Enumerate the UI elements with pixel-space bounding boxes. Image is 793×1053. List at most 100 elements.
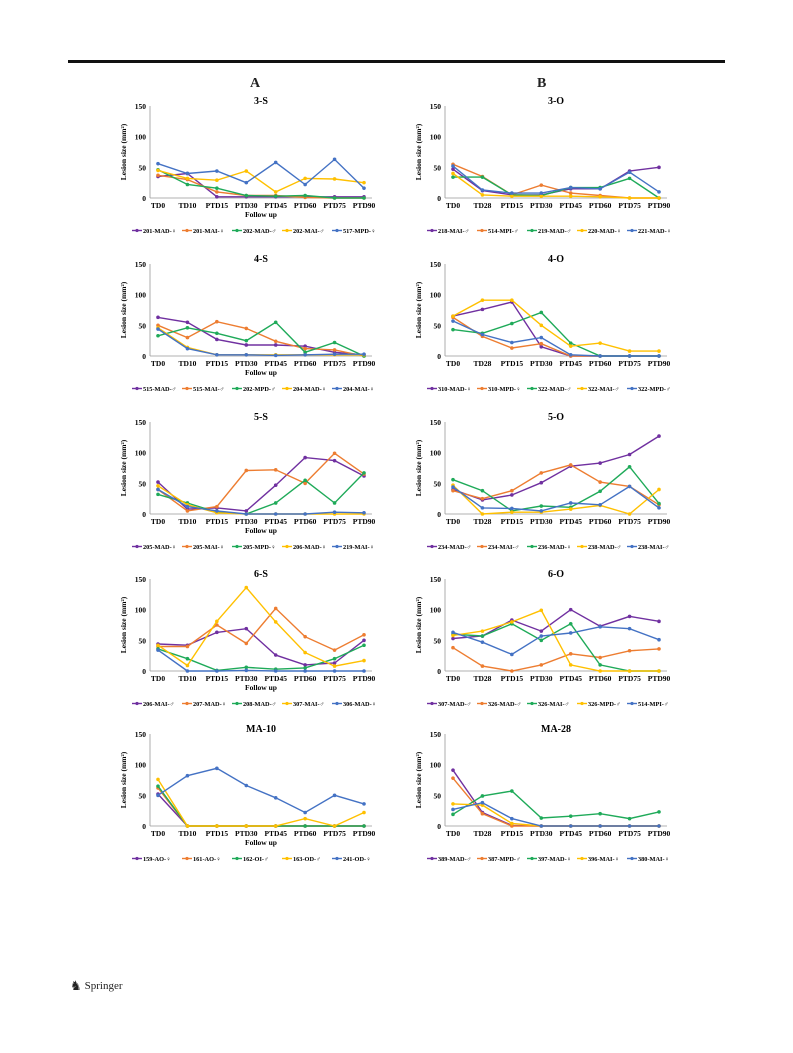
panel-1-series-3-point: [273, 194, 278, 198]
panel-4-series-2-point: [539, 341, 544, 346]
panel-5-series-5-point: [273, 512, 278, 516]
panel-3-series-2-point: [332, 348, 337, 352]
panel-4-ytick-label: 150: [430, 260, 442, 269]
panel-9-series-5-point: [332, 793, 337, 798]
panel-3-xtick-label: PTD75: [323, 359, 346, 368]
panel-8-legend-label-2: 326-MAD-♂: [488, 701, 521, 708]
panel-5-legend-marker-3: [235, 544, 239, 549]
panel-2-series-2-point: [539, 183, 544, 187]
panel-3-series-5-point: [332, 352, 337, 356]
panel-2-legend-label-5: 221-MAD-♀: [638, 228, 671, 235]
panel-8-series-1-point: [539, 629, 544, 633]
panel-4-series-4-point: [657, 349, 661, 353]
panel-10-series-5-line: [452, 801, 659, 827]
panel-1-series-5-point: [185, 171, 190, 176]
panel-1-legend-label-2: 201-MAI-♀: [193, 228, 224, 235]
panel-6-legend-marker-3: [530, 544, 534, 549]
panel-7-ytick-label: 100: [135, 606, 147, 615]
panel-3-series-5-point: [273, 353, 278, 358]
panel-10-series-1-point: [451, 768, 455, 772]
panel-3-series-3-point: [273, 320, 278, 325]
panel-8-ytick-label: 0: [437, 667, 441, 676]
panel-2-xtick-label: PTD60: [589, 201, 612, 210]
panel-5-xtick-label: PTD30: [235, 517, 258, 526]
publisher-name: Springer: [84, 980, 123, 992]
panel-4-series-1-point: [480, 307, 485, 312]
panel-3-series-2-line: [157, 320, 365, 357]
panel-7-legend-label-4: 307-MAI-♂: [293, 701, 324, 708]
panel-6-series-2-point: [598, 480, 602, 484]
panel-2-series-4-point: [451, 171, 455, 176]
panel-7-legend-label-2: 207-MAD-♀: [193, 701, 226, 708]
panel-5-series-5-point: [362, 510, 366, 515]
panel-4-series-3-point: [539, 310, 544, 315]
panel-10-legend-marker-2: [480, 856, 484, 861]
panel-9-series-5-point: [215, 766, 219, 771]
panel-6-legend-marker-4: [580, 544, 584, 549]
panel-7-series-5-point: [362, 669, 366, 673]
panel-5-series-1-point: [332, 458, 337, 463]
panel-10-legend-marker-5: [630, 856, 634, 861]
panel-5-xlabel: Follow up: [245, 526, 277, 535]
panel-3-series-2-point: [273, 339, 278, 344]
panel-4-legend-label-5: 322-MPD-♂: [638, 386, 671, 393]
panel-1-series-5-point: [303, 182, 307, 187]
panel-2-series-3-line: [453, 176, 660, 199]
panel-6-legend-label-4: 238-MAD-♂: [588, 544, 621, 551]
panel-2-legend-marker-4: [580, 228, 584, 233]
panel-7-xtick-label: PTD15: [206, 674, 229, 683]
panel-8-series-2-point: [510, 669, 514, 673]
panel-8-series-4-point: [480, 629, 485, 633]
panel-10-series-3-point: [480, 794, 485, 798]
panel-9-ytick-label: 50: [139, 791, 147, 800]
panel-7-series-5-point: [273, 669, 278, 673]
panel-2-ytick-label: 100: [430, 133, 442, 142]
panel-6-series-1-point: [627, 452, 632, 457]
panel-8-series-4-point: [539, 608, 544, 613]
panel-7-series-2-point: [362, 633, 366, 637]
panel-7-xtick-label: PTD45: [264, 674, 287, 683]
panel-8-xtick-label: PTD45: [559, 674, 582, 683]
panel-4-series-3-point: [451, 327, 455, 332]
panel-2-series-5-point: [598, 187, 602, 191]
panel-6-series-4-line: [452, 484, 660, 515]
panel-6-series-2-line: [452, 464, 660, 506]
panel-5-xtick-label: PTD45: [264, 517, 287, 526]
panel-4-series-4-line: [452, 299, 659, 352]
panel-3-legend-marker-3: [235, 386, 239, 391]
panel-7-series-2-point: [303, 634, 307, 639]
panel-4-series-5-point: [598, 354, 602, 358]
panel-4-series-5-point: [451, 319, 455, 323]
panel-1-series-4-point: [303, 176, 307, 181]
panel-1-series-5-point: [332, 157, 337, 162]
panel-5-xtick-label: TD0: [151, 517, 165, 526]
panel-2-ytick-label: 0: [437, 194, 441, 203]
panel-4-xtick-label: PTD15: [501, 359, 524, 368]
panel-4-title: 4-O: [548, 254, 564, 265]
panel-10-legend-label-5: 380-MAI-♀: [638, 856, 669, 863]
column-label-b: B: [537, 76, 547, 91]
panel-7-series-2-point: [332, 648, 337, 652]
panel-8-series-5-point: [627, 626, 632, 631]
panel-2-series-4-line: [452, 172, 659, 199]
panel-10-xtick-label: PTD90: [648, 829, 671, 838]
panel-8-series-4-point: [657, 669, 661, 673]
panel-3-legend-marker-2: [185, 386, 189, 391]
panel-6-series-4-point: [510, 510, 514, 514]
panel-9-series-5-point: [156, 793, 160, 798]
panel-5-series-3-point: [332, 501, 337, 505]
panel-9-series-4-point: [332, 824, 337, 828]
panel-6-series-5-point: [657, 506, 661, 510]
panel-2-xtick-label: PTD90: [648, 201, 671, 210]
panel-3-series-1-point: [185, 320, 190, 325]
panel-7-series-5-line: [157, 649, 364, 672]
panel-10-series-3-line: [452, 790, 660, 820]
panel-6-legend-label-1: 234-MAD-♂: [438, 544, 471, 551]
panel-3-legend-label-5: 204-MAI-♀: [343, 386, 374, 393]
panel-1-xtick-label: PTD60: [294, 201, 317, 210]
panel-5-series-2-line: [157, 452, 365, 512]
panel-2-xtick-label: TD28: [473, 201, 491, 210]
panel-3-xtick-label: PTD60: [294, 359, 317, 368]
panel-6-xtick-label: PTD45: [559, 517, 582, 526]
panel-7-xtick-label: PTD30: [235, 674, 258, 683]
